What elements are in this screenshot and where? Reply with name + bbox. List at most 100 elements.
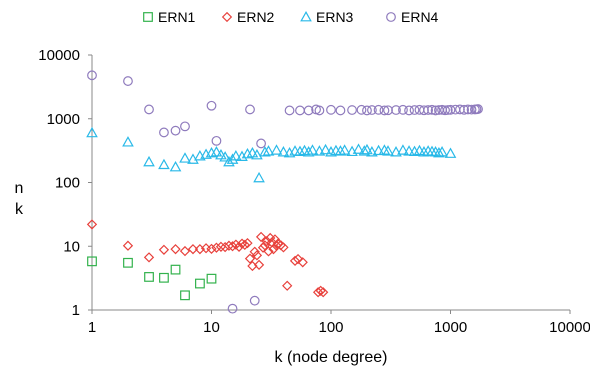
series-ern4 [87,70,483,314]
data-point-ern3 [246,146,259,158]
data-point-ern4 [87,70,97,81]
data-point-ern3 [433,146,445,158]
data-point-ern2 [318,287,329,298]
data-point-ern2 [289,255,301,267]
data-point-ern4 [459,104,470,115]
data-point-ern4 [314,105,325,116]
legend: ERN1 ERN2 ERN3 ERN4 [143,9,439,25]
legend-item-ern3: ERN3 [300,9,354,25]
legend-marker-ern2-icon [221,11,233,23]
data-point-ern3 [378,144,391,155]
y-axis-title-main: n [15,180,24,197]
series-ern3 [86,126,457,183]
data-point-ern2 [122,240,134,251]
data-point-ern2 [249,246,260,257]
legend-label: ERN2 [237,9,275,25]
data-point-ern4 [180,121,190,132]
legend-label: ERN3 [316,9,354,25]
data-point-ern4 [373,104,384,115]
x-tick-label: 1000 [434,319,467,336]
data-point-ern4 [409,105,420,115]
data-point-ern2 [278,242,289,253]
data-point-ern4 [347,105,357,115]
data-point-ern2 [86,219,98,230]
data-point-ern3 [397,144,409,155]
data-point-ern3 [319,143,332,155]
data-points [86,70,483,314]
data-point-ern4 [473,104,483,114]
data-point-ern3 [390,146,402,157]
data-point-ern3 [403,145,415,156]
data-point-ern4 [144,104,154,115]
legend-label: ERN4 [401,9,439,25]
data-point-ern2 [170,244,181,255]
data-point-ern4 [326,104,336,115]
series-ern1 [87,256,217,301]
x-axis-title: k (node degree) [275,349,388,366]
axes [91,55,570,311]
data-point-ern2 [272,238,284,249]
legend-item-ern2: ERN2 [221,9,275,25]
data-point-ern4 [206,100,217,111]
data-point-ern4 [159,127,169,138]
legend-label: ERN1 [158,9,196,25]
data-point-ern2 [219,241,231,253]
data-point-ern1 [87,256,97,267]
data-point-ern2 [255,231,267,243]
data-point-ern2 [206,243,217,255]
data-point-ern3 [223,155,235,167]
data-point-ern3 [143,155,155,167]
data-point-ern3 [169,160,182,172]
data-point-ern2 [158,244,170,255]
data-point-ern3 [219,151,231,162]
data-point-ern3 [418,146,430,157]
data-point-ern3 [361,143,373,155]
data-point-ern2 [253,259,265,271]
series-ern2 [86,219,329,298]
data-point-ern3 [210,146,223,157]
y-tick-label: 1000 [47,111,80,128]
data-point-ern3 [334,145,347,156]
data-point-ern3 [226,153,239,164]
data-point-ern2 [215,241,227,252]
y-tick-label: 10 [63,238,80,255]
legend-item-ern4: ERN4 [386,9,439,25]
data-point-ern2 [211,242,222,253]
data-point-ern4 [362,105,372,116]
data-point-ern2 [292,253,304,265]
data-point-ern3 [270,144,283,155]
data-point-ern1 [123,257,133,268]
data-point-ern3 [429,146,442,157]
y-tick-labels: 1 10 100 1000 10000 [38,47,92,319]
data-point-ern1 [180,290,190,301]
x-tick-label: 1 [88,319,96,336]
data-point-ern2 [315,285,326,296]
data-point-ern2 [179,245,191,257]
data-point-ern3 [259,146,271,157]
data-point-ern4 [245,104,255,115]
data-point-ern2 [263,246,274,257]
data-point-ern3 [277,146,290,157]
data-point-ern4 [367,105,377,115]
data-point-ern4 [430,105,441,116]
data-point-ern4 [170,125,181,136]
data-point-ern3 [302,146,315,157]
x-tick-labels: 1 10 100 1000 10000 [88,310,590,336]
data-point-ern3 [306,144,319,155]
data-point-ern3 [444,147,457,158]
data-point-ern3 [352,143,365,154]
data-point-ern4 [256,138,266,149]
data-point-ern3 [253,171,265,183]
data-point-ern4 [295,105,305,116]
data-point-ern3 [372,144,385,156]
data-point-ern2 [244,253,256,264]
data-point-ern4 [404,105,414,116]
data-point-ern4 [398,104,408,115]
data-point-ern3 [236,150,248,161]
data-point-ern4 [123,76,133,86]
data-point-ern1 [159,272,169,283]
legend-item-ern1: ERN1 [143,9,196,25]
data-point-ern2 [268,244,279,255]
x-tick-label: 10000 [549,319,590,336]
